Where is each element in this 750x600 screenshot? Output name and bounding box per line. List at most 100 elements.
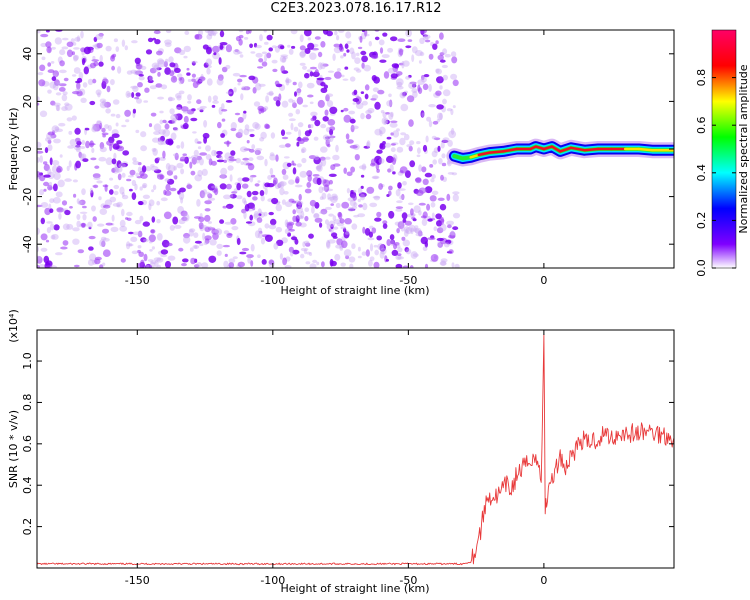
noise-speckle: [414, 227, 422, 234]
noise-speckle: [397, 188, 406, 191]
noise-speckle: [346, 139, 354, 144]
noise-speckle: [66, 41, 74, 48]
noise-speckle: [102, 184, 109, 188]
noise-speckle: [289, 250, 294, 257]
noise-speckle: [147, 37, 154, 43]
noise-speckle: [422, 83, 429, 91]
noise-speckle: [417, 230, 423, 237]
noise-speckle: [219, 183, 227, 190]
noise-speckle: [233, 87, 237, 93]
noise-speckle: [40, 217, 45, 225]
noise-speckle: [316, 261, 320, 266]
noise-speckle: [183, 115, 189, 124]
noise-speckle: [87, 221, 93, 229]
noise-speckle: [183, 45, 191, 53]
noise-speckle: [378, 158, 385, 164]
noise-speckle: [384, 142, 391, 148]
noise-speckle: [196, 199, 201, 207]
noise-speckle: [68, 130, 73, 135]
noise-speckle: [174, 224, 182, 229]
noise-speckle: [93, 36, 98, 43]
noise-speckle: [264, 234, 273, 242]
noise-speckle: [253, 211, 259, 218]
noise-speckle: [184, 30, 190, 35]
noise-speckle: [252, 196, 258, 201]
noise-speckle: [395, 189, 401, 197]
noise-speckle: [307, 42, 315, 50]
noise-speckle: [454, 263, 460, 268]
noise-speckle: [47, 184, 53, 191]
noise-speckle: [253, 42, 258, 48]
noise-speckle: [301, 147, 307, 153]
noise-speckle: [78, 200, 83, 206]
noise-speckle: [111, 133, 120, 138]
noise-speckle: [69, 139, 77, 146]
noise-speckle: [351, 125, 359, 130]
noise-speckle: [398, 62, 404, 66]
noise-speckle: [397, 256, 404, 260]
noise-speckle: [302, 104, 309, 108]
heatmap-y-axis-label: Frequency (Hz): [7, 108, 20, 191]
noise-speckle: [349, 76, 356, 82]
noise-speckle: [371, 94, 379, 100]
noise-speckle: [439, 59, 446, 63]
noise-speckle: [291, 99, 296, 105]
noise-speckle: [166, 170, 173, 176]
noise-speckle: [271, 59, 278, 64]
noise-speckle: [140, 145, 148, 152]
noise-speckle: [196, 80, 201, 85]
noise-speckle: [47, 168, 52, 176]
noise-speckle: [155, 83, 163, 88]
noise-speckle: [90, 157, 97, 161]
noise-speckle: [220, 133, 226, 138]
noise-speckle: [153, 169, 162, 174]
noise-speckle: [118, 163, 126, 169]
noise-speckle: [339, 46, 344, 52]
noise-speckle: [364, 84, 370, 91]
noise-speckle: [143, 253, 148, 262]
noise-speckle: [191, 60, 198, 64]
noise-speckle: [288, 179, 295, 185]
noise-speckle: [332, 215, 337, 222]
noise-speckle: [105, 157, 114, 166]
noise-speckle: [228, 158, 237, 162]
noise-speckle: [291, 160, 295, 166]
noise-speckle: [168, 97, 175, 101]
noise-speckle: [320, 208, 328, 215]
noise-speckle: [176, 145, 181, 149]
noise-speckle: [152, 37, 157, 41]
noise-speckle: [306, 181, 312, 188]
noise-speckle: [192, 131, 197, 134]
noise-speckle: [366, 141, 370, 147]
noise-speckle: [76, 198, 80, 205]
noise-speckle: [61, 200, 68, 206]
noise-speckle: [239, 251, 247, 255]
noise-speckle: [102, 100, 106, 106]
noise-speckle: [293, 126, 299, 132]
noise-speckle: [302, 241, 306, 248]
noise-speckle: [323, 184, 330, 193]
noise-speckle: [407, 39, 413, 42]
noise-speckle: [295, 206, 303, 214]
noise-speckle: [352, 189, 357, 193]
noise-speckle: [232, 72, 241, 77]
noise-speckle: [89, 100, 96, 106]
noise-speckle: [325, 219, 329, 225]
noise-speckle: [440, 217, 445, 225]
noise-speckle: [387, 168, 392, 173]
noise-speckle: [389, 164, 394, 172]
noise-speckle: [99, 142, 105, 150]
noise-speckle: [202, 232, 206, 241]
noise-speckle: [157, 137, 162, 142]
noise-speckle: [345, 31, 352, 39]
noise-speckle: [294, 178, 300, 184]
noise-speckle: [139, 170, 145, 177]
noise-speckle: [445, 239, 452, 245]
noise-speckle: [320, 62, 326, 70]
noise-speckle: [400, 132, 406, 136]
noise-speckle: [250, 243, 255, 252]
noise-speckle: [145, 49, 153, 55]
noise-speckle: [92, 55, 96, 60]
noise-speckle: [349, 145, 358, 149]
noise-speckle: [134, 219, 142, 225]
